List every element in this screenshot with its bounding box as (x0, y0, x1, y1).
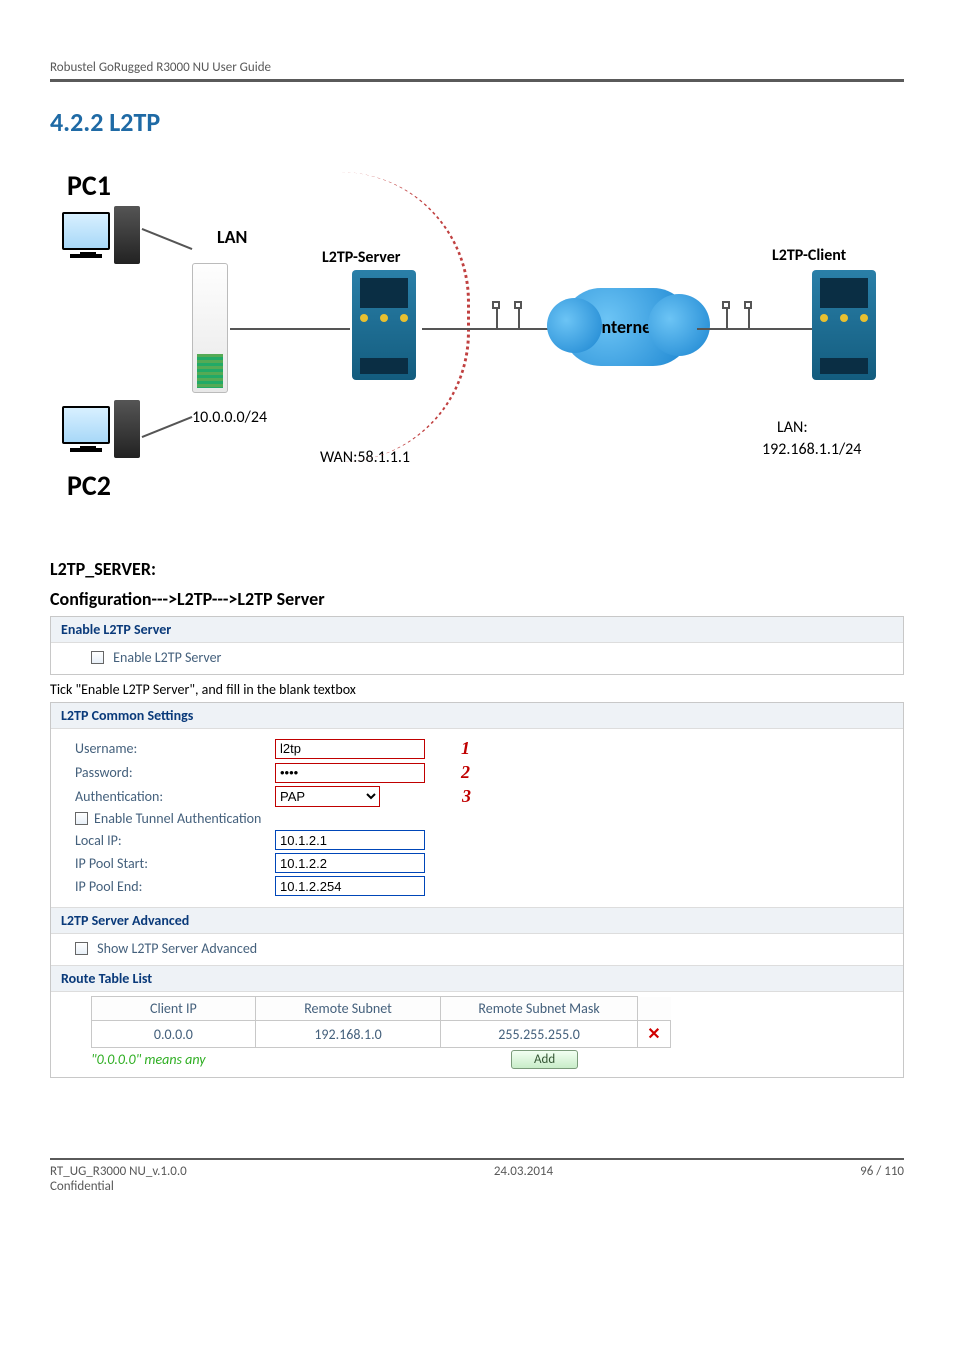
enable-checkbox-label: Enable L2TP Server (113, 649, 221, 666)
footer-version: RT_UG_R3000 NU_v.1.0.0 (50, 1164, 187, 1179)
pc1-icon (62, 206, 142, 276)
password-input[interactable] (275, 763, 425, 783)
tunnel-curve (300, 172, 470, 462)
username-label: Username: (75, 740, 275, 757)
router-client-icon (812, 270, 876, 380)
lan-right-l1: LAN: (777, 418, 808, 437)
cell-client-ip: 0.0.0.0 (92, 1021, 256, 1048)
l2tp-server-heading: L2TP_SERVER: (50, 558, 904, 580)
table-row: 0.0.0.0 192.168.1.0 255.255.255.0 ✕ (92, 1021, 671, 1048)
lan-right-l2: 192.168.1.1/24 (762, 440, 861, 459)
col-remote-mask: Remote Subnet Mask (441, 997, 637, 1021)
route-list-title: Route Table List (51, 965, 903, 992)
subnet-left-label: 10.0.0.0/24 (192, 408, 267, 427)
pool-start-label: IP Pool Start: (75, 855, 275, 872)
common-settings-panel: L2TP Common Settings Username: 1 Passwor… (50, 702, 904, 1078)
route-hint: "0.0.0.0" means any (91, 1051, 391, 1068)
l2tp-client-label: L2TP-Client (772, 246, 846, 265)
local-ip-input[interactable] (275, 830, 425, 850)
cell-remote-subnet: 192.168.1.0 (255, 1021, 441, 1048)
username-input[interactable] (275, 739, 425, 759)
common-settings-title: L2TP Common Settings (51, 703, 903, 729)
route-table: Client IP Remote Subnet Remote Subnet Ma… (91, 996, 671, 1048)
local-ip-label: Local IP: (75, 832, 275, 849)
cell-remote-mask: 255.255.255.0 (441, 1021, 637, 1048)
pc2-label: PC2 (67, 468, 111, 503)
internet-cloud: Internet (562, 288, 692, 366)
tunnel-auth-label: Enable Tunnel Authentication (94, 810, 261, 827)
tunnel-auth-checkbox[interactable] (75, 812, 88, 825)
delete-row-button[interactable]: ✕ (647, 1025, 660, 1044)
internet-label: Internet (597, 316, 658, 338)
show-advanced-label: Show L2TP Server Advanced (97, 940, 257, 957)
show-advanced-checkbox[interactable] (75, 942, 88, 955)
footer-page: 96 / 110 (860, 1164, 904, 1194)
section-title: 4.2.2 L2TP (50, 106, 904, 138)
doc-header: Robustel GoRugged R3000 NU User Guide (50, 60, 904, 75)
advanced-title: L2TP Server Advanced (51, 907, 903, 934)
footer-confidential: Confidential (50, 1179, 187, 1194)
pc2-icon (62, 400, 142, 470)
add-button[interactable]: Add (511, 1050, 578, 1069)
col-remote-subnet: Remote Subnet (255, 997, 441, 1021)
auth-select[interactable]: PAP (275, 786, 380, 807)
annotation-1: 1 (461, 738, 470, 759)
pool-start-input[interactable] (275, 853, 425, 873)
pool-end-label: IP Pool End: (75, 878, 275, 895)
col-client-ip: Client IP (92, 997, 256, 1021)
network-diagram: PC1 PC2 LAN L2TP-Server 10.0.0.0/24 WAN:… (52, 168, 902, 528)
lan-label: LAN (217, 226, 247, 248)
enable-checkbox[interactable] (91, 651, 104, 664)
pc1-label: PC1 (67, 168, 111, 203)
header-rule (50, 79, 904, 82)
enable-panel-title: Enable L2TP Server (51, 617, 903, 643)
annotation-3: 3 (462, 786, 471, 807)
enable-panel: Enable L2TP Server Enable L2TP Server (50, 616, 904, 675)
tick-note: Tick "Enable L2TP Server", and fill in t… (50, 681, 904, 698)
switch-icon (192, 263, 228, 393)
pool-end-input[interactable] (275, 876, 425, 896)
password-label: Password: (75, 764, 275, 781)
page-footer: RT_UG_R3000 NU_v.1.0.0 Confidential 24.0… (50, 1158, 904, 1194)
config-path: Configuration--->L2TP--->L2TP Server (50, 588, 904, 610)
auth-label: Authentication: (75, 788, 275, 805)
annotation-2: 2 (461, 762, 470, 783)
footer-date: 24.03.2014 (494, 1164, 553, 1194)
